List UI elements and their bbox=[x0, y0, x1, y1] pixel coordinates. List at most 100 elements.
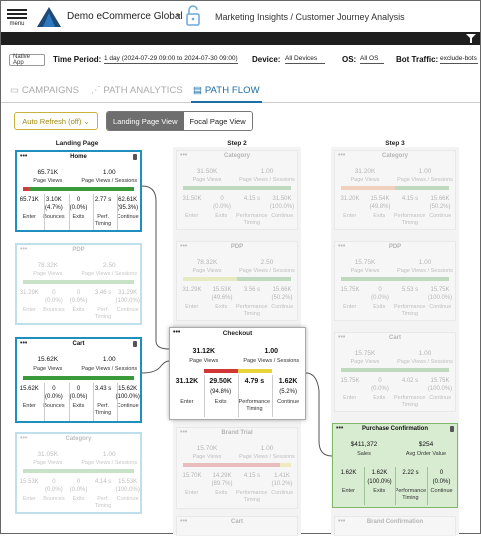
native-app-chip[interactable]: Native App bbox=[9, 54, 45, 66]
auto-refresh-select[interactable]: Auto Refresh (off) ⌄ bbox=[14, 112, 98, 130]
flow-bar bbox=[23, 376, 134, 380]
filter-icon[interactable] bbox=[466, 34, 476, 43]
flow-bar bbox=[204, 369, 272, 373]
page-views-value: 15.75K bbox=[354, 259, 376, 266]
pv-sessions-value: 1.00 bbox=[418, 168, 432, 175]
pv-sessions-value: 1.00 bbox=[418, 350, 432, 357]
continue-pct: (50.2%) bbox=[271, 295, 293, 301]
landing-page-view-button[interactable]: Landing Page View bbox=[107, 112, 184, 130]
more-icon[interactable]: ••• bbox=[180, 429, 188, 436]
continue-pct: (100.0%) bbox=[115, 298, 140, 304]
lock-icon[interactable] bbox=[186, 5, 200, 27]
enter-value: 31.20K bbox=[340, 196, 360, 202]
enter-value: 15.53K bbox=[19, 479, 39, 485]
trash-icon[interactable] bbox=[450, 426, 454, 432]
continue-label: Continue bbox=[429, 304, 452, 310]
focal-page-view-button[interactable]: Focal Page View bbox=[183, 112, 252, 130]
perf-label: Performance Timing bbox=[236, 213, 268, 226]
card-checkout[interactable]: ••• Checkout 31.12K 1.00 Page Views Page V… bbox=[169, 327, 306, 420]
card-step3-pdp[interactable]: ••• PDP 15.75K 1.00 Page Views Page Views … bbox=[334, 241, 456, 321]
enter-label: Enter bbox=[22, 496, 36, 502]
card-title: PDP bbox=[230, 244, 244, 250]
flow-bar bbox=[183, 186, 291, 190]
more-icon[interactable]: ••• bbox=[20, 153, 28, 160]
exits-value: 0 bbox=[220, 196, 224, 202]
card-step2-pdp[interactable]: ••• PDP 78.32K 2.50 Page Views Page Views … bbox=[176, 241, 298, 321]
pv-sessions-value: 2.50 bbox=[102, 262, 116, 269]
page-views-label: Page Views bbox=[192, 177, 222, 183]
app-title[interactable]: Demo eCommerce Global bbox=[67, 11, 183, 22]
menu-button[interactable]: menu bbox=[7, 7, 27, 27]
enter-label: Enter bbox=[343, 304, 357, 310]
card-title: Cart bbox=[388, 335, 401, 341]
more-icon[interactable]: ••• bbox=[338, 243, 346, 250]
card-pdp[interactable]: ••• PDP 78.32K 2.50 Page Views Page Views … bbox=[15, 243, 142, 325]
card-cart[interactable]: ••• Cart 15.62K 1.00 Page Views Page Views… bbox=[15, 337, 142, 423]
card-purchase-confirmation[interactable]: ••• Purchase Confirmation $411,372 $254 S… bbox=[332, 423, 458, 508]
continue-value: 1.62K bbox=[278, 378, 298, 385]
perf-label: Perf. Timing bbox=[94, 403, 112, 416]
enter-value: 15.70K bbox=[182, 473, 202, 479]
view-toggle: Landing Page View Focal Page View bbox=[106, 111, 253, 131]
perf-value: 4.15 s bbox=[401, 196, 419, 202]
enter-value: 31.12K bbox=[175, 378, 199, 385]
page-views-label: Page Views bbox=[192, 268, 222, 274]
card-step2-category[interactable]: ••• Category 31.50K 1.00 Page Views Page V… bbox=[176, 150, 298, 230]
card-step3-category[interactable]: ••• Category 31.20K 1.00 Page Views Page V… bbox=[334, 150, 456, 230]
exits-label: Exits bbox=[72, 214, 85, 220]
more-icon[interactable]: ••• bbox=[180, 243, 188, 250]
bot-traffic-label: Bot Traffic: bbox=[396, 55, 439, 64]
enter-value: 65.71K bbox=[19, 197, 39, 203]
enter-label: Enter bbox=[341, 488, 355, 494]
page-views-value: 15.70K bbox=[196, 445, 218, 452]
pv-sessions-value: 1.00 bbox=[260, 445, 274, 452]
enter-label: Enter bbox=[185, 304, 199, 310]
card-home[interactable]: ••• Home 65.71K 1.00 Page Views Page Views… bbox=[15, 150, 142, 232]
more-icon[interactable]: ••• bbox=[20, 340, 28, 347]
continue-label: Continue bbox=[116, 307, 139, 313]
tab-path-analytics[interactable]: ⋰ PATH ANALYTICS bbox=[91, 85, 183, 96]
pv-sessions-label: Page Views / Sessions bbox=[243, 358, 300, 364]
more-icon[interactable]: ••• bbox=[180, 152, 188, 159]
more-icon[interactable]: ••• bbox=[338, 334, 346, 341]
chevron-down-icon[interactable]: ▼ bbox=[175, 13, 182, 20]
card-step3-cart[interactable]: ••• Cart 15.75K 1.00 Page Views Page Views… bbox=[334, 332, 456, 412]
trash-icon[interactable] bbox=[133, 341, 137, 347]
card-title: Category bbox=[223, 153, 250, 159]
enter-value: 15.62K bbox=[19, 386, 39, 392]
page-views-label: Page Views bbox=[350, 359, 380, 365]
more-icon[interactable]: ••• bbox=[173, 329, 181, 336]
pv-sessions-label: Page Views / Sessions bbox=[397, 359, 453, 365]
card-step2-brand-trial[interactable]: ••• Brand Trial 15.70K 1.00 Page Views Pag… bbox=[176, 427, 298, 509]
tab-campaigns[interactable]: ▭ CAMPAIGNS bbox=[10, 85, 80, 96]
more-icon[interactable]: ••• bbox=[338, 152, 346, 159]
more-icon[interactable]: ••• bbox=[336, 425, 344, 432]
trash-icon[interactable] bbox=[133, 154, 137, 160]
more-icon[interactable]: ••• bbox=[338, 518, 346, 525]
pv-sessions-label: Page Views / Sessions bbox=[239, 454, 295, 460]
exits-pct: (0.0%) bbox=[69, 394, 88, 400]
exits-pct: (100.0%) bbox=[367, 479, 392, 485]
exits-label: Exits bbox=[72, 496, 85, 502]
flow-bar bbox=[341, 368, 449, 372]
os-select[interactable]: All OS bbox=[360, 55, 384, 64]
card-step2-cart[interactable]: ••• Cart bbox=[176, 516, 298, 536]
exits-value: 0 bbox=[76, 386, 81, 392]
card-category[interactable]: ••• Category 31.05K 1.00 Page Views Page V… bbox=[15, 432, 142, 514]
card-step3-brand-confirmation[interactable]: ••• Brand Confirmation bbox=[334, 516, 456, 536]
pv-sessions-value: 2.50 bbox=[260, 259, 274, 266]
exits-label: Exits bbox=[215, 304, 228, 310]
more-icon[interactable]: ••• bbox=[20, 435, 28, 442]
flow-bar bbox=[23, 187, 134, 191]
page-views-value: 31.20K bbox=[354, 168, 376, 175]
pv-sessions-label: Page Views / Sessions bbox=[81, 460, 138, 466]
bot-traffic-select[interactable]: exclude-bots bbox=[440, 55, 478, 64]
tab-path-flow[interactable]: ▤ PATH FLOW bbox=[191, 85, 262, 103]
time-period-select[interactable]: 1 day (2024-07-29 09:00 to 2024-07-30 09… bbox=[104, 55, 238, 64]
more-icon[interactable]: ••• bbox=[180, 518, 188, 525]
device-select[interactable]: All Devices bbox=[285, 55, 325, 64]
perf-value: 4.15 s bbox=[243, 473, 261, 479]
more-icon[interactable]: ••• bbox=[20, 246, 28, 253]
sales-label: Sales bbox=[357, 451, 371, 457]
continue-label: Continue bbox=[429, 213, 452, 219]
